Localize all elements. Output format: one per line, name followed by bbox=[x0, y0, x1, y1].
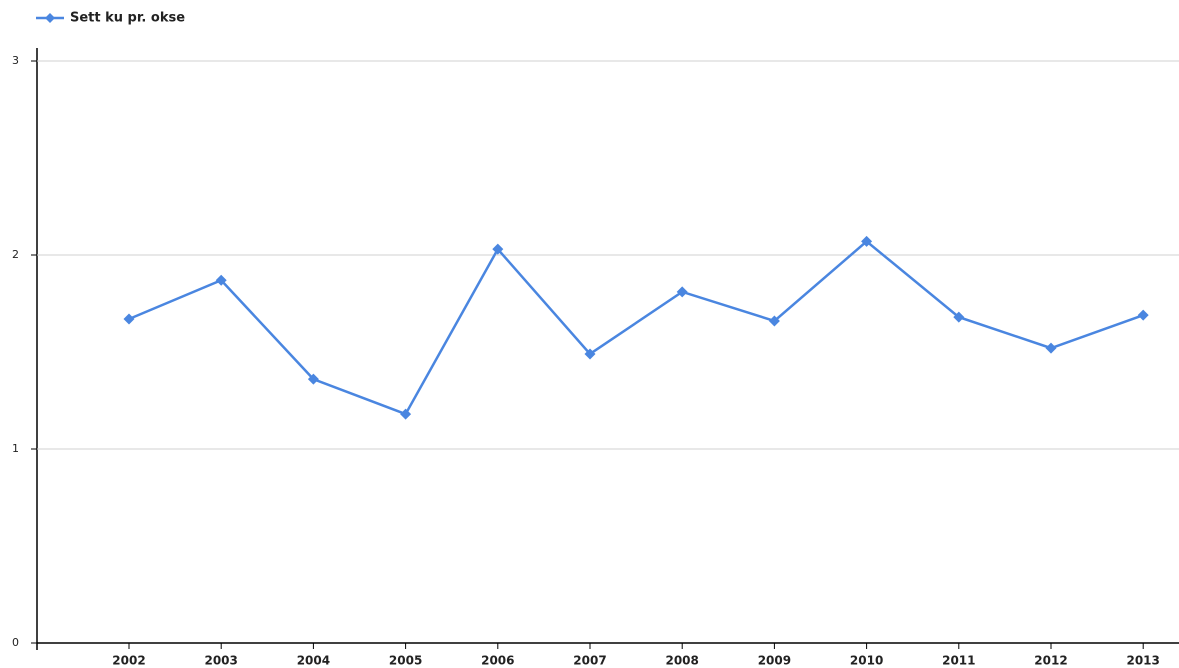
x-tick-label: 2009 bbox=[758, 654, 791, 668]
x-tick-label: 2003 bbox=[204, 654, 237, 668]
marker bbox=[768, 315, 780, 327]
y-tick-label: 0 bbox=[12, 636, 19, 649]
x-tick-label: 2012 bbox=[1034, 654, 1067, 668]
legend-marker bbox=[45, 13, 55, 23]
y-tick-label: 2 bbox=[12, 248, 19, 261]
x-tick-label: 2002 bbox=[112, 654, 145, 668]
x-tick-label: 2008 bbox=[665, 654, 698, 668]
marker bbox=[676, 286, 688, 298]
marker bbox=[1045, 342, 1057, 354]
x-tick-label: 2011 bbox=[942, 654, 975, 668]
x-tick-label: 2004 bbox=[297, 654, 330, 668]
y-tick-label: 1 bbox=[12, 442, 19, 455]
marker bbox=[123, 313, 135, 325]
line bbox=[128, 239, 1144, 416]
marker bbox=[307, 373, 319, 385]
legend-label: Sett ku pr. okse bbox=[70, 11, 185, 26]
marker bbox=[492, 243, 504, 255]
marker bbox=[861, 235, 873, 247]
marker bbox=[400, 408, 412, 420]
x-tick-label: 2006 bbox=[481, 654, 514, 668]
marker bbox=[953, 311, 965, 323]
y-tick-label: 3 bbox=[12, 54, 19, 67]
marker bbox=[584, 348, 596, 360]
x-tick-label: 2007 bbox=[573, 654, 606, 668]
x-tick-label: 2005 bbox=[389, 654, 422, 668]
marker bbox=[215, 274, 227, 286]
marker bbox=[1137, 309, 1149, 321]
x-tick-label: 2010 bbox=[850, 654, 883, 668]
x-tick-label: 2013 bbox=[1126, 654, 1159, 668]
